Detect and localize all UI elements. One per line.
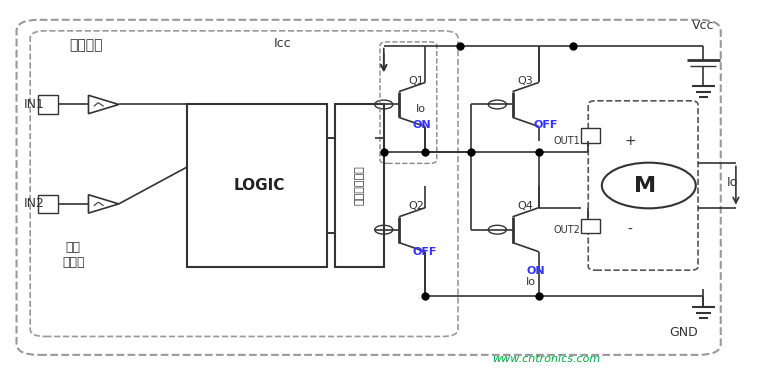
Text: +: +: [624, 134, 635, 148]
Polygon shape: [88, 195, 119, 213]
Text: Q4: Q4: [518, 201, 534, 211]
Text: Io: Io: [727, 175, 738, 188]
Text: GND: GND: [670, 326, 698, 339]
Text: Io: Io: [416, 104, 426, 114]
Text: OFF: OFF: [534, 121, 558, 131]
Text: LOGIC: LOGIC: [233, 178, 284, 193]
Text: 小信号部: 小信号部: [69, 38, 103, 52]
Text: 磁滞
缓冲器: 磁滞 缓冲器: [62, 241, 84, 269]
Text: -: -: [628, 223, 632, 237]
Polygon shape: [88, 95, 119, 114]
Text: Icc: Icc: [274, 37, 292, 50]
Text: IN2: IN2: [24, 197, 45, 210]
Text: M: M: [634, 175, 656, 196]
Bar: [581, 219, 600, 233]
Text: Q3: Q3: [518, 76, 534, 86]
Text: OUT2: OUT2: [554, 225, 581, 235]
Text: Q1: Q1: [408, 76, 424, 86]
Bar: [334, 105, 384, 266]
Text: OUT1: OUT1: [554, 136, 581, 146]
Text: Q2: Q2: [408, 201, 424, 211]
Text: OFF: OFF: [413, 247, 437, 257]
Bar: [38, 95, 59, 114]
Text: 防止同时导通: 防止同时导通: [355, 165, 365, 206]
Text: Vcc: Vcc: [692, 19, 714, 32]
Bar: [38, 195, 59, 213]
Text: ON: ON: [526, 266, 545, 276]
Bar: [581, 128, 600, 143]
Text: Io: Io: [526, 277, 536, 287]
Text: www.cntronics.com: www.cntronics.com: [492, 354, 600, 364]
Text: ON: ON: [413, 121, 431, 131]
Text: IN1: IN1: [24, 98, 45, 111]
Bar: [187, 105, 327, 266]
